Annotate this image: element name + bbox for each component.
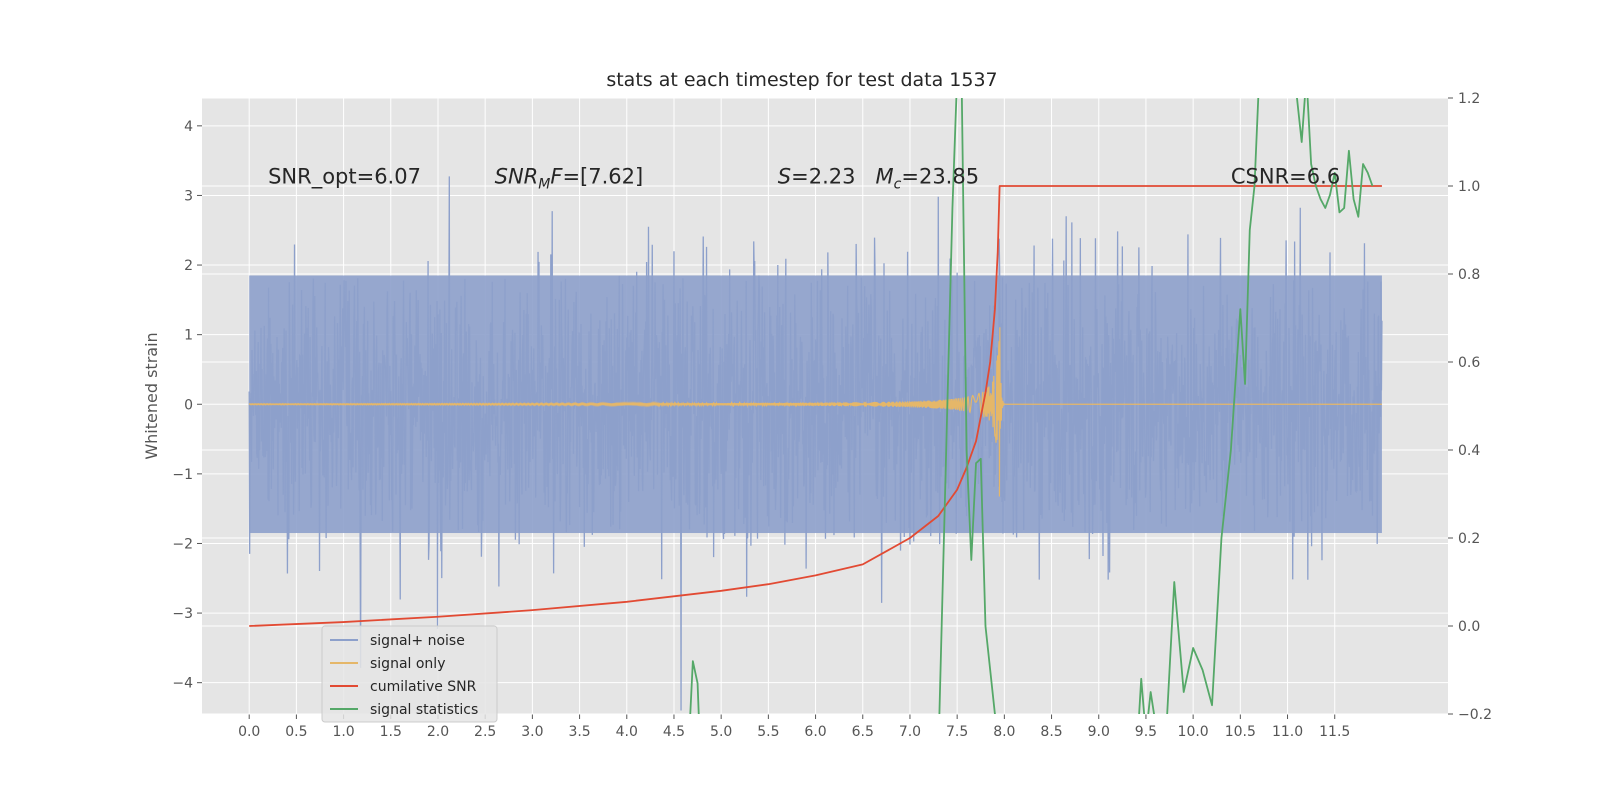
x-tick-label: 0.0: [238, 724, 260, 740]
y-tick-label: 1: [184, 328, 193, 344]
signal-statistics-line: [689, 98, 1374, 714]
y2-tick-label: 1.2: [1458, 91, 1480, 107]
signal-only-line: [248, 327, 1382, 497]
legend-label: cumilative SNR: [370, 679, 477, 695]
x-tick-label: 5.0: [710, 724, 732, 740]
x-tick-label: 8.5: [1040, 724, 1062, 740]
y2-tick-label: 0.0: [1458, 619, 1480, 635]
annotation-part: c: [894, 177, 902, 193]
legend-label: signal+ noise: [370, 633, 465, 649]
y2-tick-label: 1.0: [1458, 179, 1480, 195]
chart-title: stats at each timestep for test data 153…: [606, 69, 997, 91]
x-tick-label: 9.0: [1088, 724, 1110, 740]
noise-series-line: [248, 176, 1383, 711]
x-tick-label: 11.0: [1272, 724, 1303, 740]
y2-tick-label: −0.2: [1458, 707, 1492, 723]
annotation-part: CSNR=6.6: [1231, 165, 1340, 189]
y-tick-label: 3: [184, 188, 193, 204]
x-tick-label: 1.5: [380, 724, 402, 740]
x-tick-label: 7.5: [946, 724, 968, 740]
x-tick-label: 3.5: [568, 724, 590, 740]
cumulative-snr-line: [249, 185, 1382, 627]
x-tick-label: 1.0: [332, 724, 354, 740]
x-tick-label: 6.5: [852, 724, 874, 740]
x-tick-label: 8.0: [993, 724, 1015, 740]
annotation-part: M: [538, 177, 550, 193]
x-tick-label: 4.0: [616, 724, 638, 740]
y-tick-label: −4: [172, 676, 193, 692]
y2-tick-label: 0.8: [1458, 267, 1480, 283]
x-tick-label: 0.5: [285, 724, 307, 740]
y2-tick-label: 0.6: [1458, 355, 1480, 371]
legend: signal+ noise signal only cumilative SNR si…: [321, 625, 498, 723]
annotation-text: SNR_opt=6.07: [268, 165, 421, 190]
x-tick-label: 5.5: [757, 724, 779, 740]
y-tick-label: 4: [184, 119, 193, 135]
x-tick-label: 10.0: [1178, 724, 1209, 740]
annotation-part: =[7.62]: [562, 165, 643, 189]
x-tick-label: 9.5: [1135, 724, 1157, 740]
legend-label: signal only: [370, 656, 445, 672]
y-tick-label: −2: [172, 536, 193, 552]
y-tick-label: −1: [172, 467, 193, 483]
y-tick-label: −3: [172, 606, 193, 622]
legend-box: [321, 625, 498, 723]
plot-series-group: [248, 98, 1383, 714]
x-tick-label: 7.0: [899, 724, 921, 740]
y-tick-label: 2: [184, 258, 193, 274]
x-tick-label: 2.5: [474, 724, 496, 740]
annotation-text: CSNR=6.6: [1231, 165, 1340, 189]
annotation-text: S=2.23 Mc=23.85: [778, 165, 979, 193]
x-tick-label: 2.0: [427, 724, 449, 740]
annotation-text: SNRMF=[7.62]: [495, 165, 644, 193]
annotation-part: F: [550, 165, 563, 189]
annotation-part: =2.23: [791, 165, 875, 189]
legend-label: signal statistics: [370, 702, 478, 718]
y2-tick-label: 0.2: [1458, 531, 1480, 547]
annotation-part: S: [778, 165, 791, 189]
y-tick-label: 0: [184, 397, 193, 413]
y-axis-title: Whitened strain: [142, 332, 161, 459]
annotation-part: SNR: [495, 165, 539, 189]
x-tick-label: 3.0: [521, 724, 543, 740]
x-tick-label: 11.5: [1319, 724, 1350, 740]
x-tick-label: 10.5: [1225, 724, 1256, 740]
x-tick-label: 4.5: [663, 724, 685, 740]
annotation-part: =23.85: [901, 165, 979, 189]
annotation-part: M: [876, 165, 894, 189]
annotation-part: SNR_opt=6.07: [268, 165, 421, 190]
x-tick-label: 6.0: [804, 724, 826, 740]
y2-tick-label: 0.4: [1458, 443, 1480, 459]
